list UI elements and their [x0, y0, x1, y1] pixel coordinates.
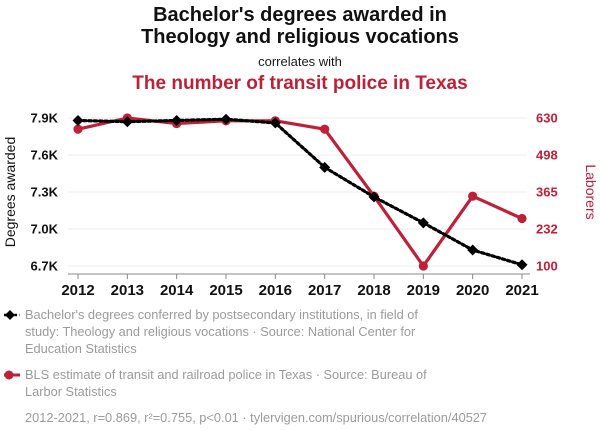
- legend-item-degrees: Bachelor's degrees conferred by postseco…: [4, 306, 564, 357]
- left-axis-tick: 7.6K: [31, 148, 59, 163]
- x-axis-year-label: 2014: [160, 282, 194, 299]
- right-axis-tick: 630: [536, 111, 558, 126]
- legend-line: BLS estimate of transit and railroad pol…: [25, 367, 427, 382]
- x-axis-year-label: 2012: [61, 282, 94, 299]
- data-point-marker: [319, 161, 331, 173]
- right-axis-tick: 100: [536, 259, 558, 274]
- x-axis-year-label: 2021: [505, 282, 538, 299]
- data-point-marker: [121, 116, 133, 128]
- title-line-1: Bachelor's degrees awarded in: [153, 4, 447, 26]
- data-point-marker: [467, 244, 479, 256]
- right-axis-tick: 232: [536, 222, 558, 237]
- data-point-marker: [516, 259, 528, 271]
- x-axis-year-label: 2017: [308, 282, 341, 299]
- legend-line: Larbor Statistics: [25, 384, 117, 399]
- left-axis-tick: 7.0K: [31, 222, 59, 237]
- page-title: Bachelor's degrees awarded in Theology a…: [0, 4, 600, 48]
- left-axis-tick: 7.9K: [31, 111, 59, 126]
- left-axis-title: Degrees awarded: [2, 137, 18, 248]
- legend-text-police: BLS estimate of transit and railroad pol…: [25, 366, 427, 400]
- x-axis-year-label: 2016: [259, 282, 292, 299]
- data-point-marker: [72, 114, 84, 126]
- x-axis-year-label: 2020: [456, 282, 489, 299]
- title-line-2: Theology and religious vocations: [141, 26, 459, 48]
- data-point-marker: [73, 124, 83, 134]
- x-axis-year-label: 2013: [111, 282, 144, 299]
- data-point-marker: [171, 114, 183, 126]
- right-axis-tick: 498: [536, 147, 558, 162]
- right-axis-title: Laborers: [583, 164, 599, 219]
- x-axis-year-label: 2018: [357, 282, 390, 299]
- x-axis-year-label: 2019: [407, 282, 440, 299]
- legend: Bachelor's degrees conferred by postseco…: [4, 306, 564, 426]
- data-point-marker: [220, 113, 232, 125]
- data-point-marker: [417, 217, 429, 229]
- data-point-marker: [517, 213, 527, 224]
- right-axis-tick: 365: [536, 185, 558, 200]
- subtitle-red: The number of transit police in Texas: [132, 73, 468, 94]
- red-circle-solid-line-icon: [4, 370, 20, 380]
- data-point-marker: [368, 191, 380, 203]
- legend-text-degrees: Bachelor's degrees conferred by postseco…: [25, 306, 418, 357]
- stats-footer: 2012-2021, r=0.869, r²=0.755, p<0.01 · t…: [25, 410, 488, 425]
- left-axis-tick: 7.3K: [31, 185, 59, 200]
- x-axis-year-label: 2015: [209, 282, 242, 299]
- data-point-marker: [269, 117, 281, 129]
- left-axis-tick: 6.7K: [31, 259, 59, 274]
- correlates-with-text: correlates with: [258, 54, 342, 69]
- data-point-marker: [320, 124, 330, 134]
- black-diamond-dashed-line-icon: [4, 310, 20, 320]
- series-line-degrees: [76, 117, 524, 267]
- data-point-marker: [418, 261, 428, 271]
- data-point-marker: [468, 191, 478, 201]
- legend-line: Bachelor's degrees conferred by postseco…: [25, 307, 418, 322]
- legend-item-police: BLS estimate of transit and railroad pol…: [4, 366, 564, 400]
- dual-axis-line-chart: 7.9K 7.6K 7.3K 7.0K 6.7K 630 498 365 232 100 2012 2…: [2, 111, 599, 300]
- legend-line: Education Statistics: [25, 341, 137, 356]
- legend-line: study: Theology and religious vocations …: [25, 324, 416, 339]
- chart-header: Bachelor's degrees awarded in Theology a…: [0, 4, 600, 95]
